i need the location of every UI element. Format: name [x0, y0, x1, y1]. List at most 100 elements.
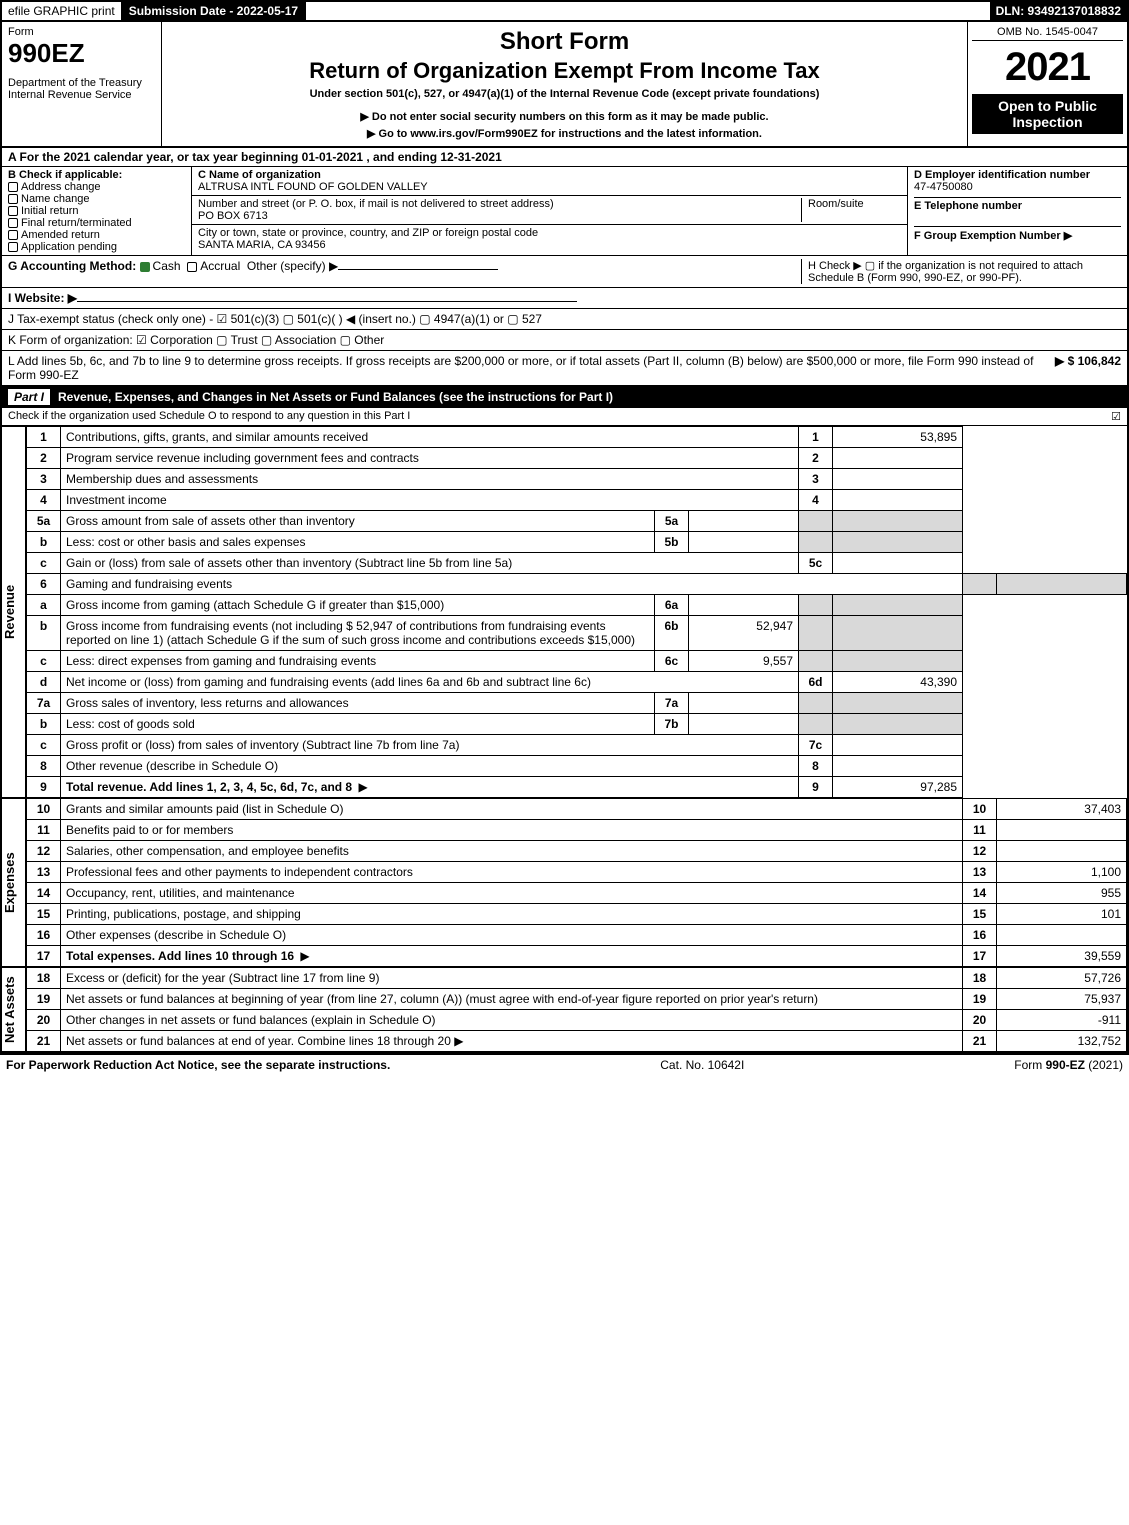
line-amount: [833, 553, 963, 574]
line-number: 9: [27, 777, 61, 798]
subline-key: 7a: [655, 693, 689, 714]
section-l-text: L Add lines 5b, 6c, and 7b to line 9 to …: [8, 354, 1055, 382]
section-j-tax-status: J Tax-exempt status (check only one) - ☑…: [0, 309, 1129, 330]
table-row: 21Net assets or fund balances at end of …: [27, 1031, 1127, 1052]
line-desc: Salaries, other compensation, and employ…: [61, 841, 963, 862]
revenue-block: Revenue 1Contributions, gifts, grants, a…: [0, 426, 1129, 798]
line-desc: Less: cost of goods sold: [61, 714, 655, 735]
section-l-amount: ▶ $ 106,842: [1055, 354, 1121, 382]
side-label-expenses: Expenses: [2, 798, 26, 967]
line-amount: 57,726: [997, 968, 1127, 989]
topbar-spacer: [306, 2, 989, 20]
table-row: 2Program service revenue including gover…: [27, 448, 1127, 469]
form-number: 990EZ: [8, 38, 155, 69]
submission-date: Submission Date - 2022-05-17: [123, 2, 306, 20]
line-ref: 5c: [799, 553, 833, 574]
chk-cash[interactable]: [140, 262, 150, 272]
org-name: ALTRUSA INTL FOUND OF GOLDEN VALLEY: [198, 181, 428, 193]
tax-year: 2021: [972, 45, 1123, 90]
street: PO BOX 6713: [198, 210, 268, 222]
room-suite-label: Room/suite: [808, 198, 864, 210]
subline-key: 6b: [655, 616, 689, 651]
part1-header: Part I Revenue, Expenses, and Changes in…: [0, 386, 1129, 408]
title-short-form: Short Form: [168, 28, 961, 56]
open-to-public-badge: Open to Public Inspection: [972, 94, 1123, 134]
table-row: bLess: cost of goods sold7b: [27, 714, 1127, 735]
table-row: 10Grants and similar amounts paid (list …: [27, 799, 1127, 820]
section-k-org-form: K Form of organization: ☑ Corporation ▢ …: [0, 330, 1129, 351]
line-ref: 13: [963, 862, 997, 883]
subline-value: [689, 714, 799, 735]
line-desc: Occupancy, rent, utilities, and maintena…: [61, 883, 963, 904]
part1-label: Part I: [8, 389, 50, 405]
line-ref: 7c: [799, 735, 833, 756]
treasury-label: Department of the Treasury Internal Reve…: [8, 77, 155, 101]
part1-title: Revenue, Expenses, and Changes in Net As…: [58, 390, 613, 404]
subtitle-ssn: ▶ Do not enter social security numbers o…: [168, 110, 961, 123]
line-amount: 132,752: [997, 1031, 1127, 1052]
line-desc: Gross amount from sale of assets other t…: [61, 511, 655, 532]
line-ref: 18: [963, 968, 997, 989]
line-ref: 4: [799, 490, 833, 511]
line-desc: Professional fees and other payments to …: [61, 862, 963, 883]
table-row: aGross income from gaming (attach Schedu…: [27, 595, 1127, 616]
expenses-block: Expenses 10Grants and similar amounts pa…: [0, 798, 1129, 967]
line-number: 13: [27, 862, 61, 883]
line-amount: 39,559: [997, 946, 1127, 967]
chk-amended-return[interactable]: Amended return: [8, 229, 185, 241]
line-amount: -911: [997, 1010, 1127, 1031]
expenses-table: 10Grants and similar amounts paid (list …: [26, 798, 1127, 967]
group-exemption-label: F Group Exemption Number ▶: [914, 226, 1121, 242]
section-h: H Check ▶ ▢ if the organization is not r…: [801, 259, 1121, 284]
line-number: b: [27, 616, 61, 651]
line-desc: Other expenses (describe in Schedule O): [61, 925, 963, 946]
line-number: 15: [27, 904, 61, 925]
table-row: 7aGross sales of inventory, less returns…: [27, 693, 1127, 714]
table-row: 12Salaries, other compensation, and empl…: [27, 841, 1127, 862]
table-row: 8Other revenue (describe in Schedule O)8: [27, 756, 1127, 777]
chk-final-return[interactable]: Final return/terminated: [8, 217, 185, 229]
efile-print-link[interactable]: efile GRAPHIC print: [2, 2, 123, 20]
line-desc: Less: cost or other basis and sales expe…: [61, 532, 655, 553]
line-number: 10: [27, 799, 61, 820]
part1-check[interactable]: ☑: [1111, 410, 1121, 423]
subline-value: [689, 693, 799, 714]
line-ref: 21: [963, 1031, 997, 1052]
chk-name-change[interactable]: Name change: [8, 193, 185, 205]
line-number: 4: [27, 490, 61, 511]
subline-key: 7b: [655, 714, 689, 735]
line-amount: 1,100: [997, 862, 1127, 883]
ein-label: D Employer identification number: [914, 169, 1121, 181]
line-ref: 3: [799, 469, 833, 490]
line-ref: 2: [799, 448, 833, 469]
line-desc: Investment income: [61, 490, 799, 511]
chk-address-change[interactable]: Address change: [8, 181, 185, 193]
ein: 47-4750080: [914, 181, 1121, 193]
table-row: cLess: direct expenses from gaming and f…: [27, 651, 1127, 672]
chk-accrual[interactable]: [187, 262, 197, 272]
table-row: 20Other changes in net assets or fund ba…: [27, 1010, 1127, 1031]
table-row: 4Investment income4: [27, 490, 1127, 511]
line-number: a: [27, 595, 61, 616]
line-number: 18: [27, 968, 61, 989]
chk-initial-return[interactable]: Initial return: [8, 205, 185, 217]
line-number: 2: [27, 448, 61, 469]
section-l: L Add lines 5b, 6c, and 7b to line 9 to …: [0, 351, 1129, 386]
line-number: 12: [27, 841, 61, 862]
subline-value: 9,557: [689, 651, 799, 672]
line-desc: Net assets or fund balances at beginning…: [61, 989, 963, 1010]
line-desc: Less: direct expenses from gaming and fu…: [61, 651, 655, 672]
line-number: 8: [27, 756, 61, 777]
section-c: C Name of organization ALTRUSA INTL FOUN…: [192, 167, 907, 255]
line-amount: 97,285: [833, 777, 963, 798]
part1-subheader: Check if the organization used Schedule …: [0, 408, 1129, 426]
line-amount: 43,390: [833, 672, 963, 693]
subline-key: 6a: [655, 595, 689, 616]
line-amount: [997, 820, 1127, 841]
chk-application-pending[interactable]: Application pending: [8, 241, 185, 253]
subtitle-link[interactable]: ▶ Go to www.irs.gov/Form990EZ for instru…: [168, 127, 961, 140]
line-ref: 10: [963, 799, 997, 820]
line-number: c: [27, 735, 61, 756]
line-amount: [833, 756, 963, 777]
line-desc: Contributions, gifts, grants, and simila…: [61, 427, 799, 448]
